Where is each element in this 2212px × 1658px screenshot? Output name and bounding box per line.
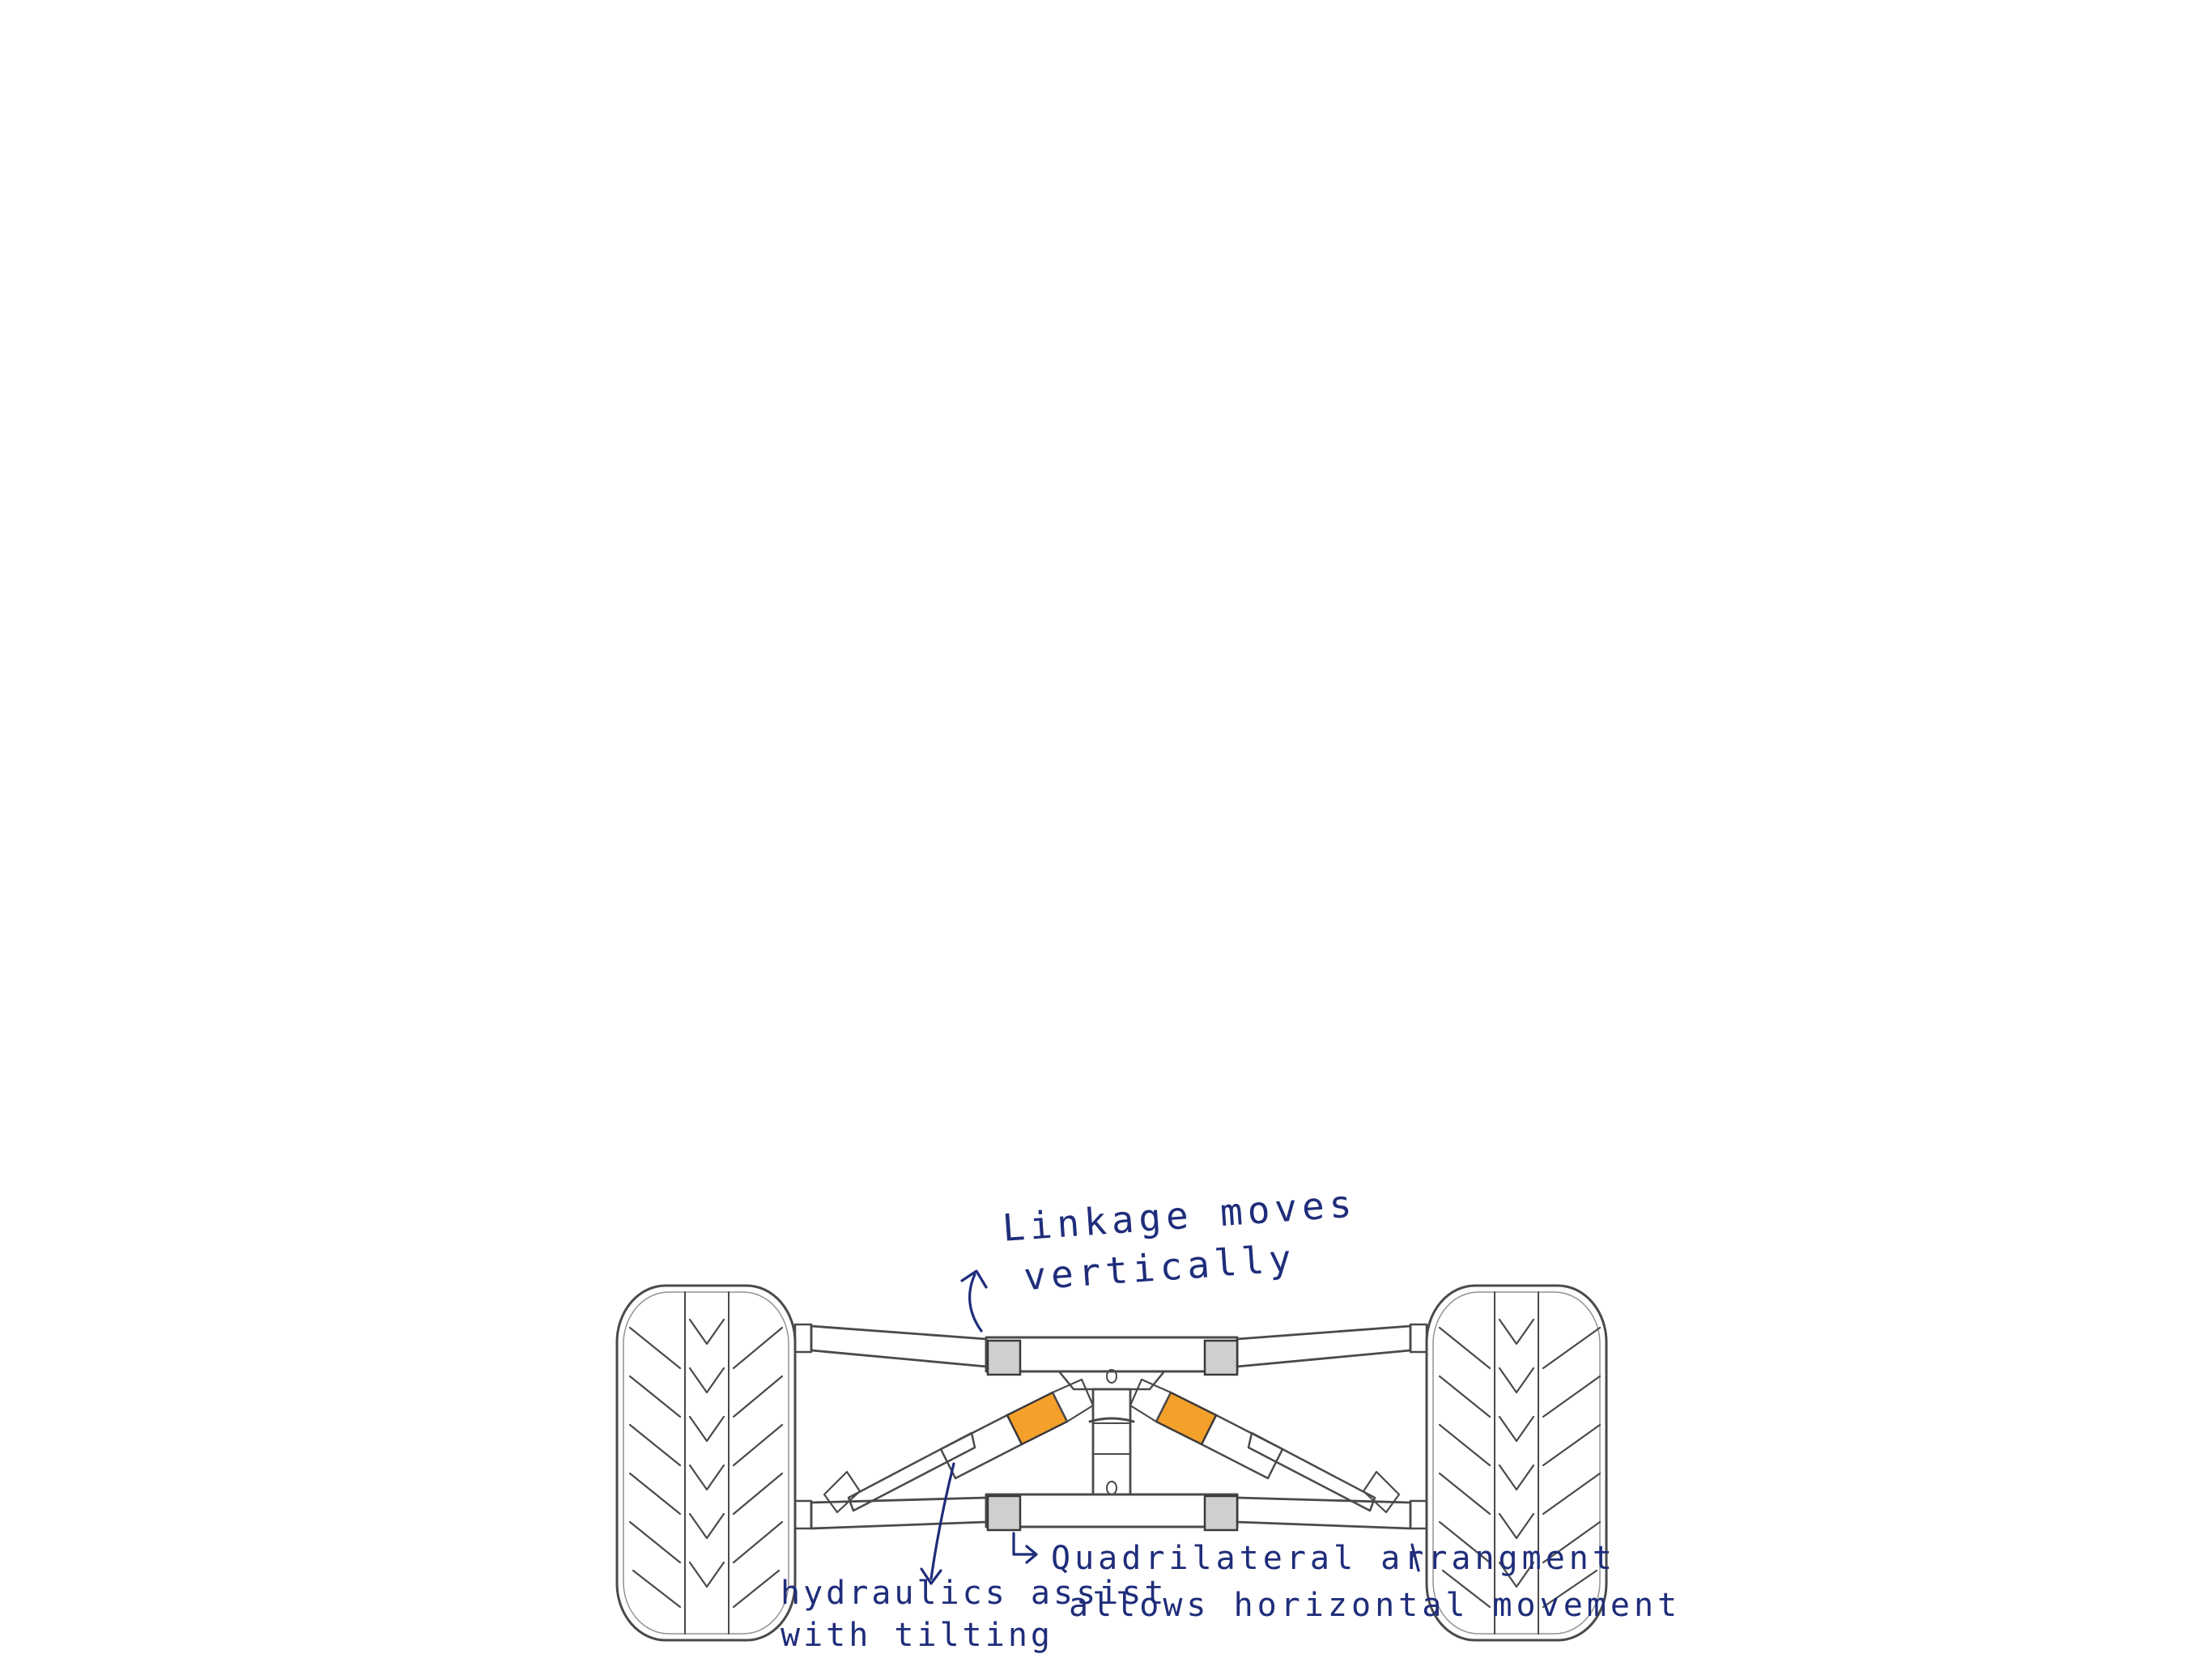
right-tire xyxy=(1425,1284,1608,1642)
upper-linkage xyxy=(793,1323,1428,1376)
left-hydraulic-cylinder xyxy=(939,1378,1095,1480)
center-upright xyxy=(1057,1369,1166,1496)
right-hydraulic-cylinder xyxy=(1129,1378,1284,1480)
linkage-arrow-icon xyxy=(960,1269,988,1333)
left-tire xyxy=(615,1284,797,1642)
hydraulics-arrow-icon xyxy=(920,1462,955,1585)
quadrilateral-note-line2: allows horizontal movement xyxy=(1069,1587,1682,1624)
lower-linkage xyxy=(793,1493,1428,1532)
quadrilateral-right-tick-icon xyxy=(1410,1543,1420,1572)
hydraulics-note-line2: with tilting xyxy=(781,1617,1053,1654)
quadrilateral-arrow-icon xyxy=(1012,1532,1038,1564)
hydraulics-note-line1: hydraulics assist xyxy=(781,1575,1168,1612)
hydraulics-note: hydraulics assist with tilting xyxy=(781,1572,1167,1656)
quadrilateral-note: Quadrilateral arrangment allows horizont… xyxy=(1051,1535,1681,1629)
lower-rods xyxy=(823,1431,1401,1514)
quadrilateral-note-line1: Quadrilateral arrangment xyxy=(1051,1540,1616,1577)
